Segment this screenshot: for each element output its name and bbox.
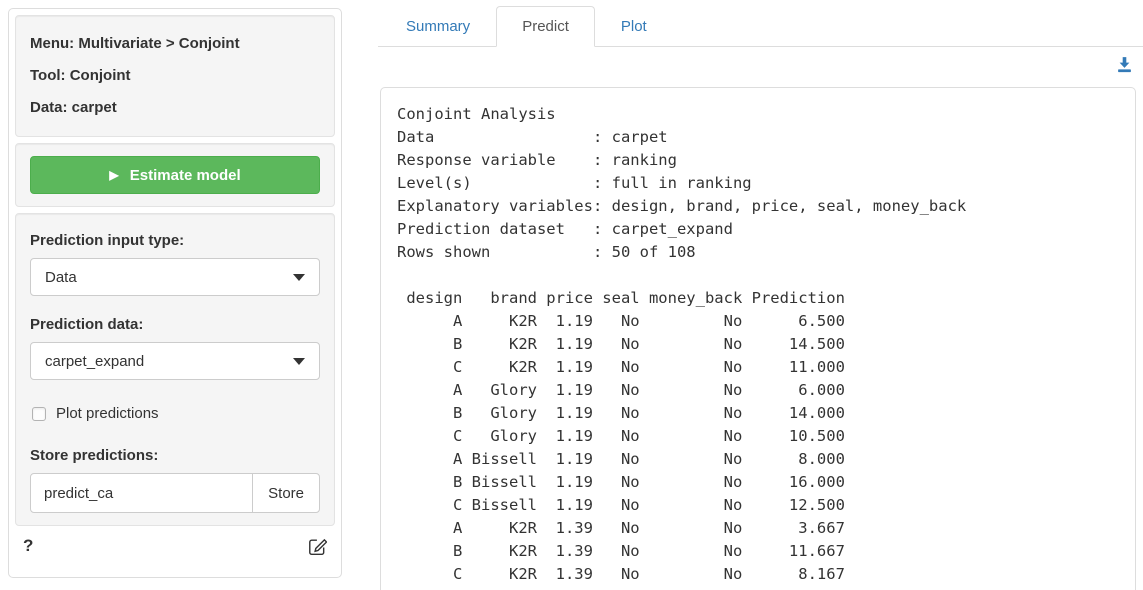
store-predictions-label: Store predictions: [30,447,159,464]
chevron-down-icon [293,357,305,365]
tab-plot[interactable]: Plot [620,18,647,35]
download-icon[interactable] [1116,56,1133,78]
estimate-panel: ▶ Estimate model [15,143,335,207]
tab-bar: Summary Predict Plot [378,0,1143,47]
plot-predictions-row[interactable]: Plot predictions [32,405,320,422]
output-panel: Conjoint Analysis Data : carpet Response… [380,87,1136,590]
report-text: Conjoint Analysis Data : carpet Response… [397,105,967,583]
estimate-model-button[interactable]: ▶ Estimate model [30,156,320,194]
prediction-input-type-value: Data [45,268,77,286]
estimate-model-label: Estimate model [129,166,241,184]
menu-breadcrumb: Menu: Multivariate > Conjoint [30,35,240,52]
plot-predictions-label: Plot predictions [56,405,159,422]
plot-predictions-checkbox[interactable] [32,406,46,421]
tab-predict[interactable]: Predict [496,6,595,47]
prediction-data-select[interactable]: carpet_expand [30,342,320,380]
prediction-data-label: Prediction data: [30,316,144,333]
help-icon[interactable]: ? [23,536,34,555]
tab-summary[interactable]: Summary [406,18,471,35]
edit-report-icon[interactable] [308,537,327,556]
store-predictions-input[interactable] [30,473,254,513]
output-toolbar [378,47,1143,87]
main-panel: Summary Predict Plot Conjoint Analysis D… [378,0,1143,590]
sidebar: Menu: Multivariate > Conjoint Tool: Conj… [8,8,342,578]
chevron-down-icon [293,273,305,281]
sidebar-footer: ? [9,532,341,556]
prediction-input-type-label: Prediction input type: [30,232,185,249]
prediction-data-value: carpet_expand [45,352,145,370]
store-predictions-group: Store [30,473,320,513]
prediction-input-type-select[interactable]: Data [30,258,320,296]
tool-name: Tool: Conjoint [30,67,131,84]
dataset-name: Data: carpet [30,99,117,116]
tool-info-panel: Menu: Multivariate > Conjoint Tool: Conj… [15,15,335,137]
prediction-panel: Prediction input type: Data Prediction d… [15,213,335,526]
play-icon: ▶ [109,167,119,182]
store-button[interactable]: Store [252,473,320,513]
